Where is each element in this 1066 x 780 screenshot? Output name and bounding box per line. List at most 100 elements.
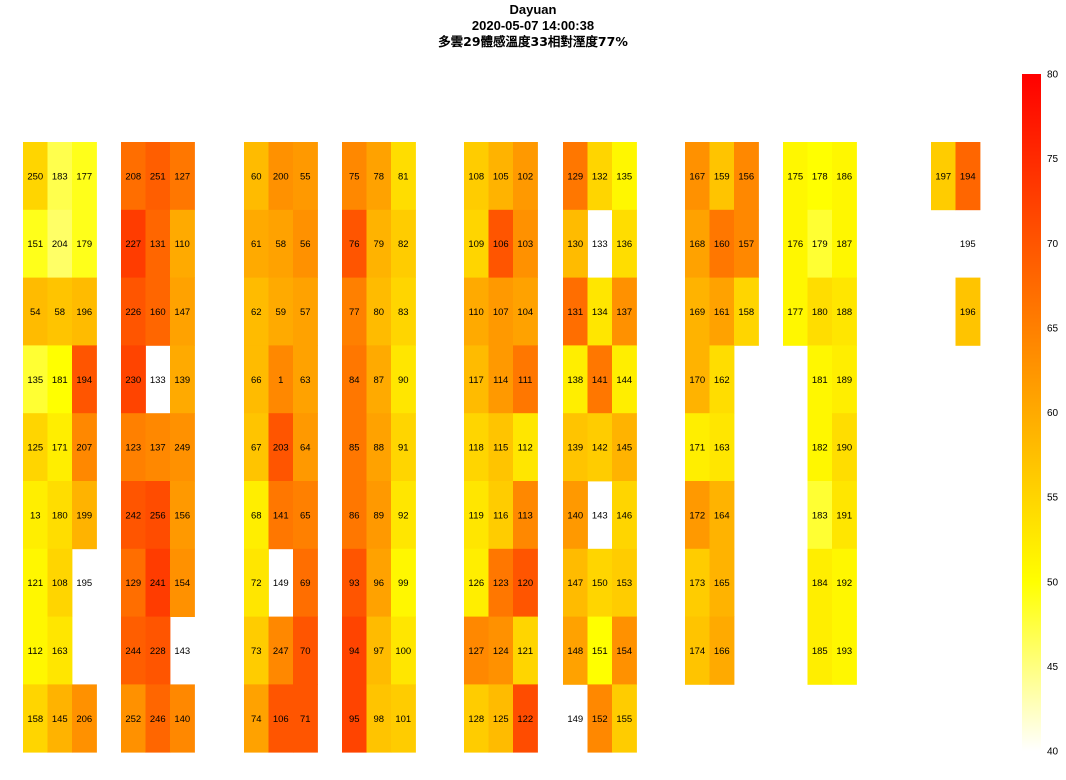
colorbar-tick-label: 70 xyxy=(1047,239,1059,250)
cell-label: 133 xyxy=(592,239,608,250)
heatmap-cell xyxy=(464,548,489,617)
heatmap-cell xyxy=(488,684,514,753)
cell-label: 179 xyxy=(812,239,828,250)
colorbar-tick-label: 40 xyxy=(1047,747,1059,758)
cell-label: 181 xyxy=(52,375,68,386)
heatmap-cell xyxy=(244,481,269,550)
heatmap-cell xyxy=(488,277,514,346)
heatmap-cell xyxy=(145,142,171,211)
cell-label: 204 xyxy=(52,239,68,250)
heatmap-cell xyxy=(832,209,857,278)
heatmap-cell xyxy=(391,345,416,414)
heatmap-cell xyxy=(807,548,833,617)
heatmap-cell xyxy=(170,413,195,482)
cell-label: 247 xyxy=(273,646,289,657)
heatmap-cell xyxy=(145,277,171,346)
heatmap-cell xyxy=(563,209,588,278)
heatmap-cell xyxy=(391,616,416,685)
heatmap-cell xyxy=(513,142,538,211)
cell-label: 84 xyxy=(349,375,360,386)
cell-label: 59 xyxy=(275,307,286,318)
heatmap-cell xyxy=(488,616,514,685)
cell-label: 104 xyxy=(517,307,533,318)
cell-label: 196 xyxy=(960,307,976,318)
cell-label: 197 xyxy=(935,171,951,182)
heatmap-cell xyxy=(832,413,857,482)
cell-label: 160 xyxy=(714,239,730,250)
cell-label: 83 xyxy=(398,307,409,318)
heatmap-cell xyxy=(342,277,367,346)
colorbar-tick-label: 55 xyxy=(1047,493,1059,504)
heatmap-cell xyxy=(23,209,48,278)
heatmap-cell xyxy=(244,684,269,753)
heatmap-cell xyxy=(734,142,759,211)
cell-label: 58 xyxy=(275,239,286,250)
cell-label: 169 xyxy=(689,307,705,318)
cell-label: 65 xyxy=(300,510,311,521)
heatmap-cell xyxy=(513,481,538,550)
cell-label: 137 xyxy=(150,443,166,454)
heatmap-cell xyxy=(587,548,613,617)
cell-label: 69 xyxy=(300,578,311,589)
heatmap-cell xyxy=(121,209,146,278)
cell-label: 121 xyxy=(27,578,43,589)
heatmap-cell xyxy=(563,277,588,346)
cell-label: 106 xyxy=(273,714,289,725)
cell-label: 112 xyxy=(518,443,533,454)
heatmap-cell xyxy=(342,616,367,685)
cell-label: 139 xyxy=(567,443,583,454)
cell-label: 103 xyxy=(517,239,533,250)
cell-label: 164 xyxy=(714,510,730,521)
cell-label: 174 xyxy=(689,646,705,657)
cell-label: 183 xyxy=(812,510,828,521)
heatmap-cell xyxy=(587,142,613,211)
cell-label: 172 xyxy=(689,510,705,521)
cell-label: 63 xyxy=(300,375,311,386)
cell-label: 166 xyxy=(714,646,730,657)
cell-label: 112 xyxy=(28,646,43,657)
heatmap-cell xyxy=(807,142,833,211)
heatmap-cell xyxy=(23,616,48,685)
cell-label: 145 xyxy=(616,443,632,454)
cell-label: 173 xyxy=(689,578,705,589)
cell-label: 92 xyxy=(398,510,409,521)
heatmap-cell xyxy=(47,548,73,617)
cell-label: 125 xyxy=(27,443,43,454)
cell-label: 242 xyxy=(125,510,141,521)
heatmap-cell xyxy=(170,481,195,550)
cell-label: 246 xyxy=(150,714,166,725)
cell-label: 195 xyxy=(960,239,976,250)
cell-label: 99 xyxy=(398,578,409,589)
cell-label: 130 xyxy=(567,239,583,250)
cell-label: 116 xyxy=(493,510,508,521)
cell-label: 111 xyxy=(518,375,532,386)
heatmap-cell xyxy=(685,142,710,211)
heatmap-cell xyxy=(366,481,392,550)
heatmap-cell xyxy=(121,616,146,685)
heatmap-cell xyxy=(145,548,171,617)
heatmap-cell xyxy=(391,209,416,278)
cell-label: 58 xyxy=(54,307,65,318)
cell-label: 160 xyxy=(150,307,166,318)
colorbar-tick-label: 50 xyxy=(1047,577,1059,588)
heatmap-cell xyxy=(709,345,735,414)
heatmap-cell xyxy=(145,616,171,685)
cell-label: 185 xyxy=(812,646,828,657)
heatmap-cell xyxy=(587,413,613,482)
cell-label: 126 xyxy=(468,578,484,589)
cell-label: 79 xyxy=(373,239,384,250)
heatmap-cell xyxy=(709,142,735,211)
colorbar-tick-label: 45 xyxy=(1047,662,1059,673)
cell-label: 75 xyxy=(349,171,360,182)
heatmap-cell xyxy=(170,142,195,211)
cell-label: 194 xyxy=(960,171,976,182)
cell-label: 106 xyxy=(493,239,509,250)
cell-label: 153 xyxy=(616,578,632,589)
heatmap-cell xyxy=(807,413,833,482)
cell-label: 68 xyxy=(251,510,262,521)
heatmap-cell xyxy=(391,548,416,617)
heatmap-cell xyxy=(293,142,318,211)
cell-label: 101 xyxy=(395,714,411,725)
cell-label: 105 xyxy=(493,171,509,182)
